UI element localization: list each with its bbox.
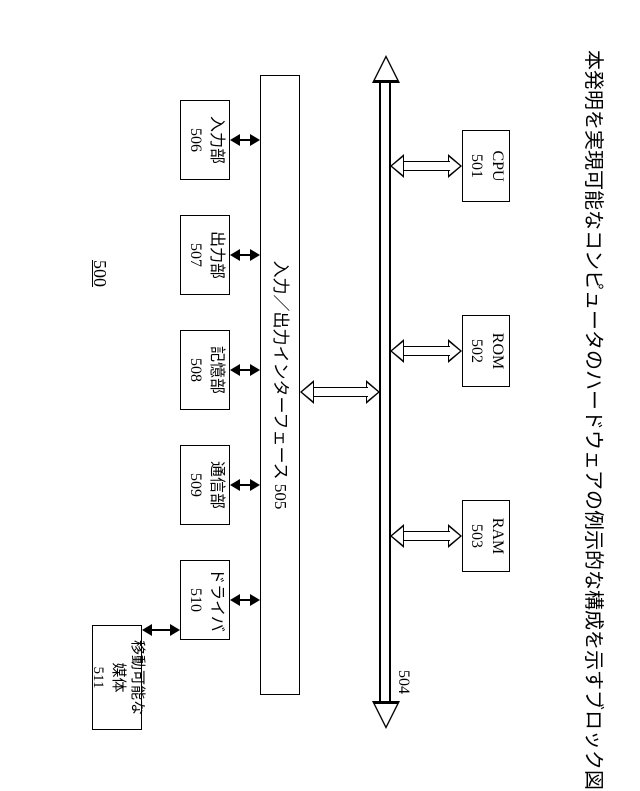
arrow-rom-bus [390, 339, 462, 363]
diagram-title: 本発明を実現可能なコンピュータのハードウェアの例示的な構成を示すブロック図 [581, 50, 610, 790]
rom-num: 502 [465, 339, 486, 363]
comm-block: 通信部 509 [180, 445, 230, 525]
removable-block: 移動可能な 媒体 511 [92, 625, 142, 730]
diagram-canvas: 本発明を実現可能なコンピュータのハードウェアの例示的な構成を示すブロック図 CP… [0, 0, 640, 791]
output-label: 出力部 [205, 231, 226, 279]
driver-block: ドライバ 510 [180, 560, 230, 640]
cpu-block: CPU 501 [462, 130, 510, 202]
rom-block: ROM 502 [462, 315, 510, 387]
cpu-label: CPU [486, 150, 507, 181]
io-interface-label: 入力／出力インターフェース 505 [269, 261, 291, 510]
arrow-io-storage [238, 369, 252, 371]
io-interface-block: 入力／出力インターフェース 505 [260, 75, 300, 695]
input-block: 入力部 506 [180, 100, 230, 180]
storage-num: 508 [184, 358, 205, 382]
storage-block: 記憶部 508 [180, 330, 230, 410]
driver-num: 510 [184, 588, 205, 612]
bus-arrow-right [372, 701, 400, 729]
bus-arrow-left [372, 55, 400, 83]
bus-line-top [389, 83, 391, 701]
arrow-bus-io [300, 380, 380, 404]
output-num: 507 [184, 243, 205, 267]
storage-label: 記憶部 [205, 346, 226, 394]
cpu-num: 501 [465, 154, 486, 178]
rom-label: ROM [486, 333, 507, 369]
figure-number: 500 [89, 260, 110, 287]
ram-block: RAM 503 [462, 500, 510, 572]
bus-label: 504 [394, 670, 412, 694]
comm-label: 通信部 [205, 461, 226, 509]
arrow-io-input [238, 139, 252, 141]
removable-num: 511 [88, 667, 108, 689]
arrow-driver-removable [150, 629, 172, 631]
input-num: 506 [184, 128, 205, 152]
arrow-io-output [238, 254, 252, 256]
removable-label: 移動可能な 媒体 [107, 640, 146, 715]
input-label: 入力部 [205, 116, 226, 164]
comm-num: 509 [184, 473, 205, 497]
arrow-io-driver [238, 599, 252, 601]
output-block: 出力部 507 [180, 215, 230, 295]
arrow-cpu-bus [390, 154, 462, 178]
ram-num: 503 [465, 524, 486, 548]
arrow-ram-bus [390, 524, 462, 548]
driver-label: ドライバ [205, 568, 226, 632]
ram-label: RAM [486, 518, 507, 554]
arrow-io-comm [238, 484, 252, 486]
